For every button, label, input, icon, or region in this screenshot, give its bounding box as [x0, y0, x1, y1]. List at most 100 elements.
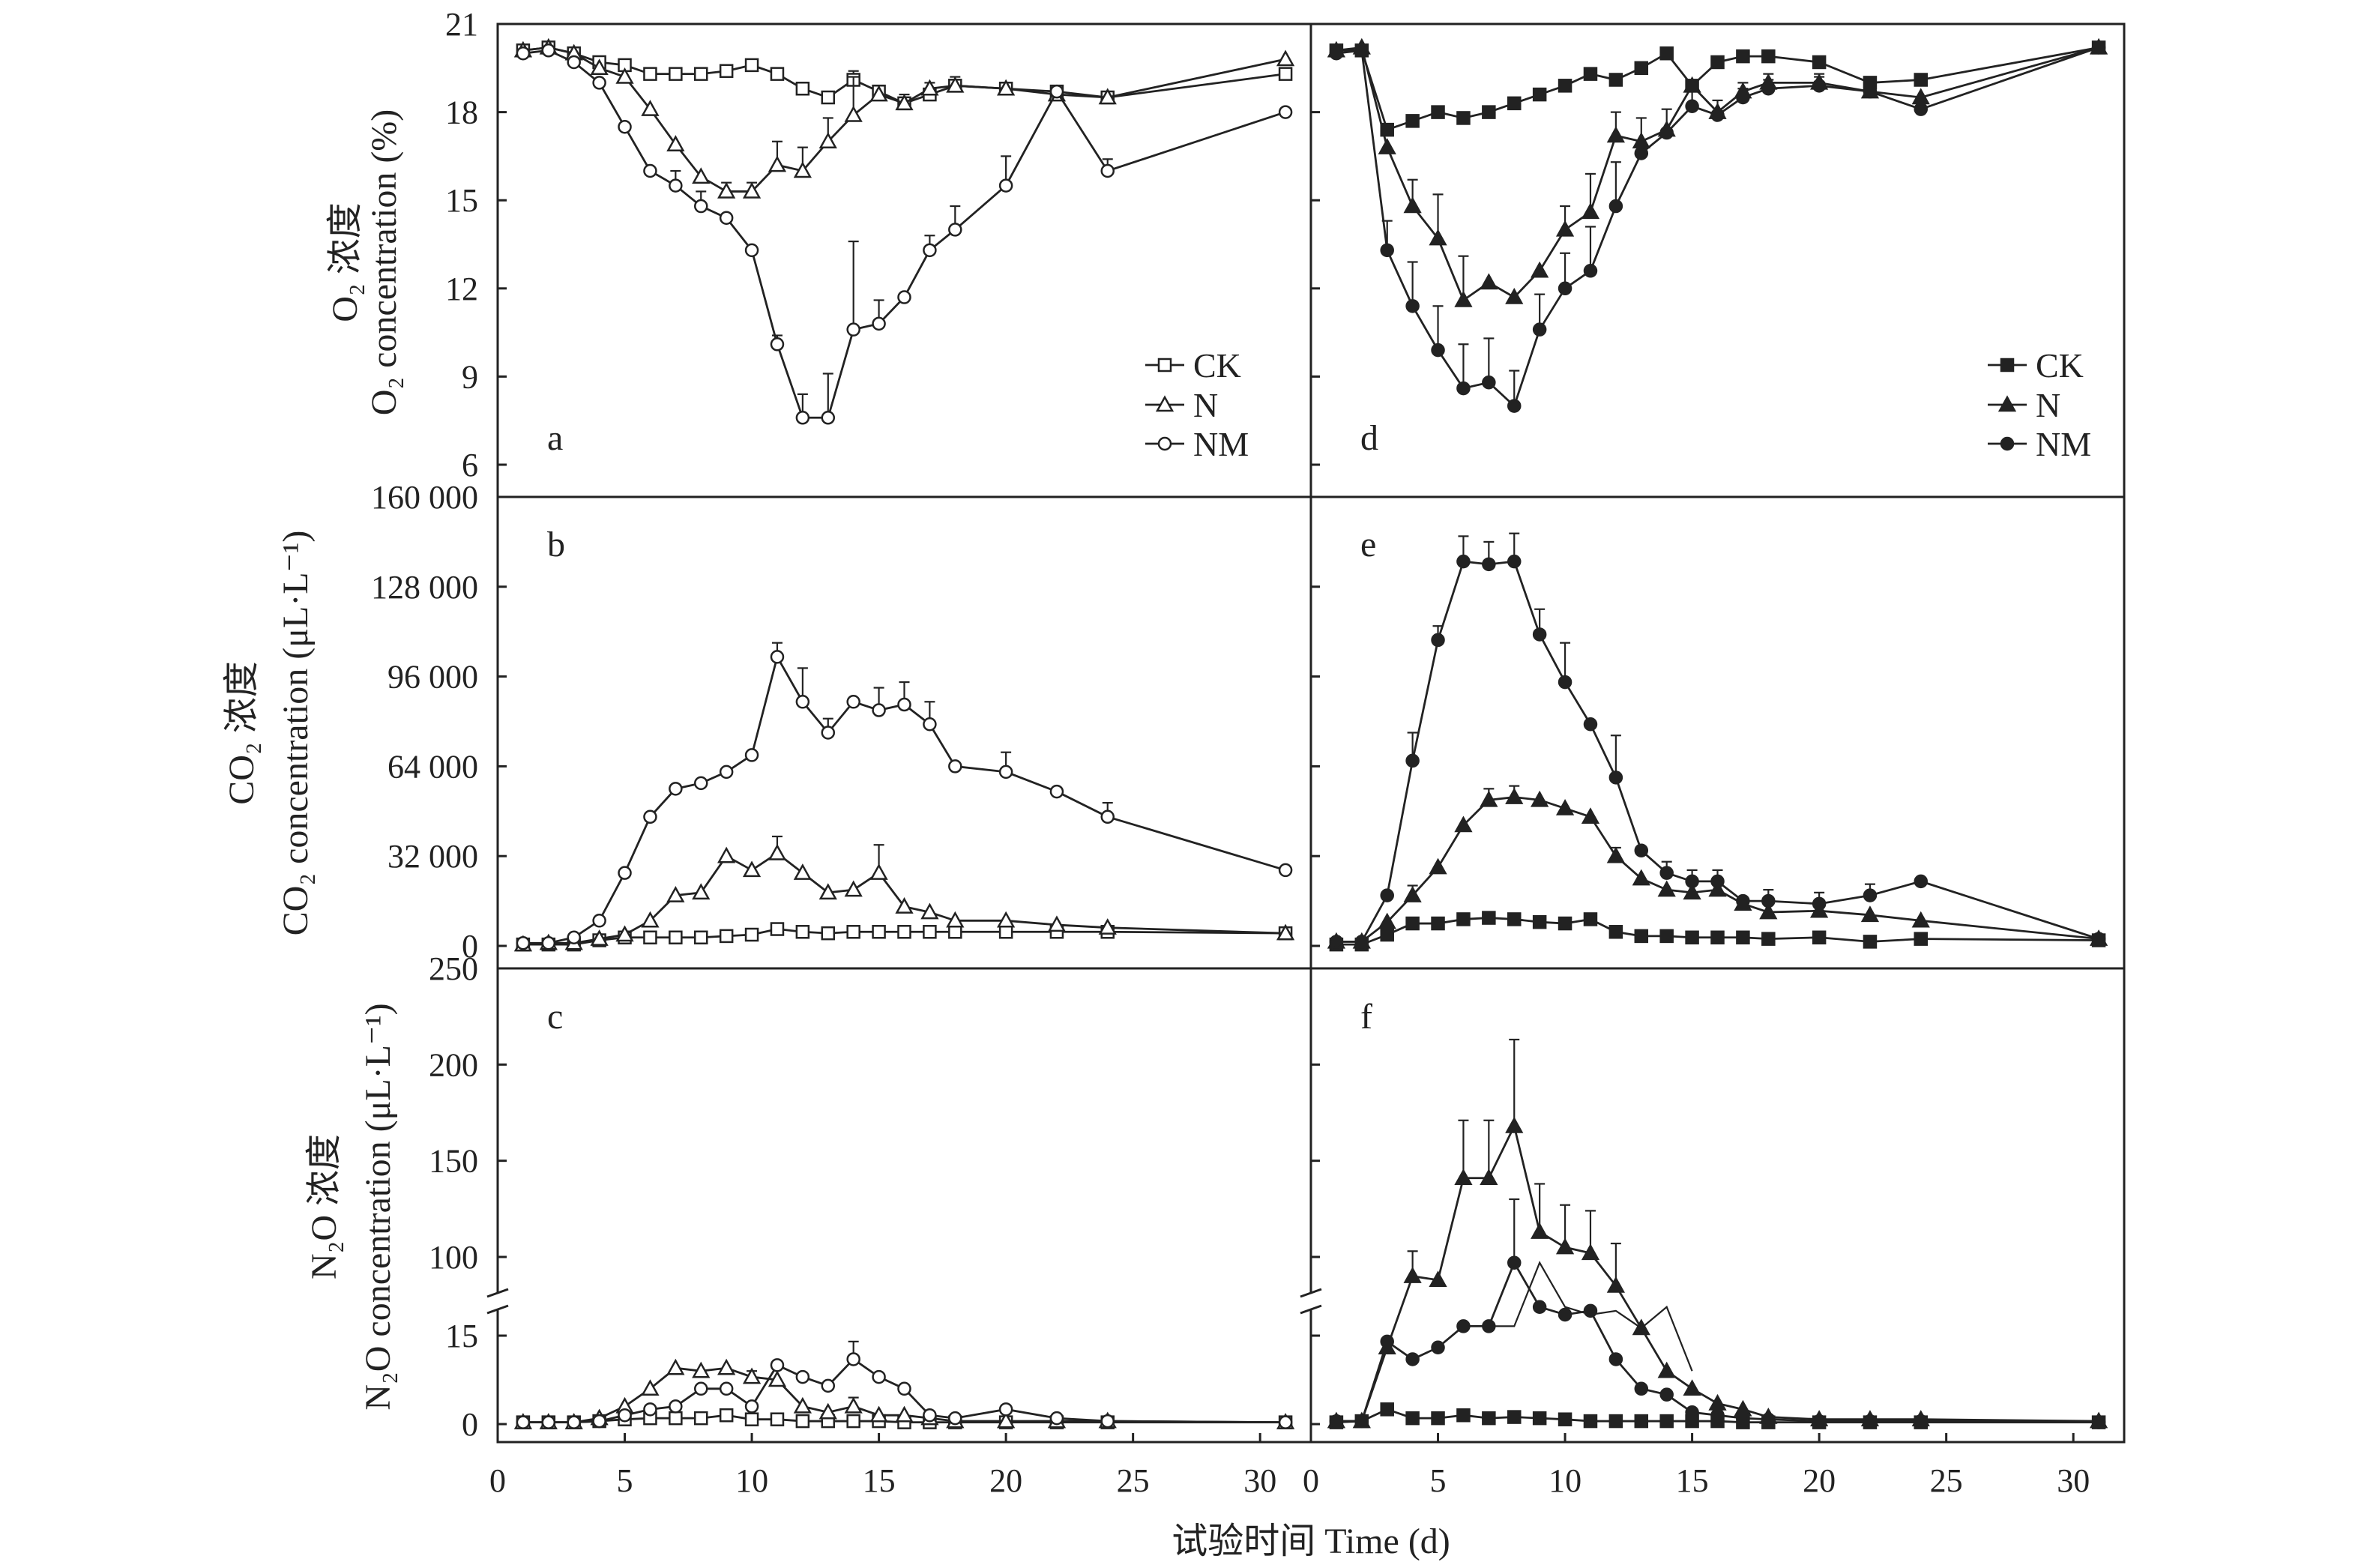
triangle-marker	[793, 863, 812, 880]
square-marker	[846, 925, 860, 939]
triangle-marker	[1606, 1276, 1625, 1293]
triangle-marker	[1555, 1237, 1575, 1255]
legend-item-n: N	[1145, 386, 1218, 424]
circle-marker	[694, 776, 708, 791]
circle-marker	[744, 243, 759, 258]
circle-marker	[795, 695, 810, 709]
triangle-marker	[1531, 790, 1549, 807]
panel-letter: a	[547, 418, 563, 458]
triangle-marker	[768, 843, 787, 860]
circle-marker	[1532, 627, 1547, 642]
circle-marker	[1329, 1414, 1344, 1429]
triangle-marker	[818, 132, 837, 149]
series-n	[1327, 1038, 2108, 1429]
circle-marker	[1329, 46, 1344, 61]
triangle-marker	[1480, 1169, 1498, 1186]
panel-letter: d	[1360, 418, 1378, 458]
triangle-marker	[946, 911, 965, 928]
co2-y-tick-label: 0	[462, 928, 478, 965]
circle-marker	[1608, 771, 1623, 785]
series-line	[1336, 46, 2099, 131]
circle-marker	[516, 936, 531, 950]
triangle-marker	[717, 846, 736, 863]
square-marker	[694, 930, 708, 945]
circle-marker	[1405, 1352, 1420, 1366]
triangle-marker	[742, 1367, 762, 1384]
triangle-marker	[818, 1402, 837, 1420]
square-marker	[1482, 1411, 1496, 1426]
co2-y-tick-label: 160 000	[371, 479, 478, 516]
panel-a: a	[513, 37, 1295, 458]
square-marker	[1736, 930, 1750, 945]
circle-marker	[1354, 1414, 1369, 1429]
series-ck	[516, 922, 1293, 952]
square-marker	[1507, 1410, 1522, 1424]
x-tick-label: 30	[2057, 1462, 2090, 1499]
legend-item-nm: NM	[1145, 425, 1249, 463]
square-marker	[1608, 1414, 1623, 1429]
square-marker	[1456, 1408, 1471, 1423]
legend-label: NM	[2036, 425, 2091, 463]
circle-marker	[1431, 1340, 1445, 1354]
circle-marker	[1354, 935, 1369, 949]
n2o-title-en: N₂O concentration (μL·L⁻¹)	[358, 1003, 398, 1410]
circle-marker	[1863, 1414, 1878, 1429]
square-marker	[795, 81, 810, 96]
circle-marker	[643, 163, 657, 178]
circle-marker	[872, 703, 886, 717]
square-marker	[1812, 55, 1827, 70]
legend-item-nm: NM	[1988, 425, 2091, 463]
square-marker	[770, 1412, 785, 1426]
triangle-marker	[1531, 1222, 1549, 1239]
legend-label: NM	[1193, 425, 1249, 463]
triangle-marker	[1276, 923, 1295, 941]
series-nm	[516, 43, 1293, 425]
o2-y-tick-label: 12	[445, 271, 478, 307]
triangle-marker	[1480, 273, 1498, 290]
panel-c: c	[513, 997, 1295, 1429]
axis-break-mark	[486, 1304, 509, 1315]
circle-marker	[923, 243, 937, 258]
series-nm	[516, 642, 1293, 950]
triangle-marker	[1454, 1169, 1473, 1186]
circle-marker	[1431, 343, 1445, 358]
series-n	[513, 37, 1295, 199]
square-marker	[1812, 930, 1827, 945]
circle-marker	[1659, 1387, 1674, 1402]
triangle-marker	[1708, 1393, 1727, 1411]
square-marker	[643, 67, 657, 81]
square-marker	[1608, 925, 1623, 939]
triangle-marker	[1708, 880, 1727, 897]
circle-marker	[2091, 40, 2106, 55]
square-marker	[1634, 61, 1649, 76]
series-line	[1336, 46, 2099, 302]
x-tick-label: 20	[1803, 1462, 1836, 1499]
circle-marker	[669, 782, 683, 796]
panel-letter: c	[547, 997, 563, 1037]
series-nm	[1329, 532, 2106, 949]
axis-break-mark	[1300, 1288, 1322, 1298]
circle-marker	[948, 1411, 962, 1426]
triangle-marker	[590, 929, 609, 946]
circle-marker	[618, 119, 632, 134]
circle-marker	[1812, 79, 1827, 93]
square-marker	[998, 925, 1013, 939]
series-nm	[1329, 40, 2106, 413]
circle-marker	[541, 936, 556, 950]
circle-marker	[694, 199, 708, 214]
square-marker	[1482, 105, 1496, 119]
circle-marker	[1685, 874, 1699, 889]
circle-marker	[770, 650, 785, 664]
square-marker	[1380, 927, 1394, 942]
circle-marker	[541, 43, 556, 58]
circle-marker	[1278, 863, 1293, 878]
triangle-marker	[1454, 290, 1473, 307]
n2o-y-tick-label: 150	[429, 1143, 478, 1180]
circle-marker	[1456, 1319, 1471, 1333]
circle-marker	[1608, 199, 1623, 214]
square-marker	[1507, 96, 1522, 111]
series-line	[1336, 1123, 2099, 1423]
o2-title-en: O₂ concentration (%)	[364, 109, 404, 416]
circle-marker	[516, 1415, 531, 1429]
circle-marker	[1634, 146, 1649, 160]
